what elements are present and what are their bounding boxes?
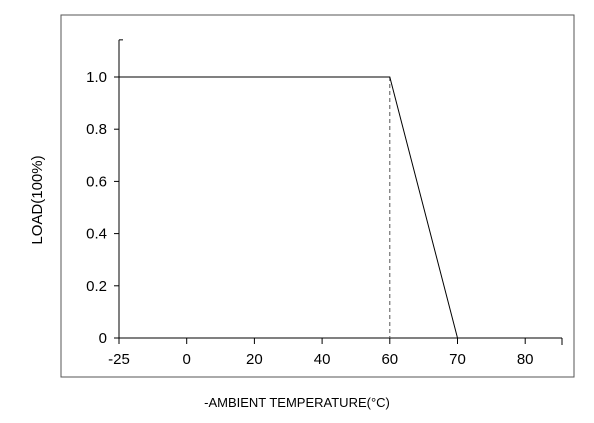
x-tick-label: -25: [108, 351, 130, 368]
x-tick-label: 0: [183, 351, 191, 368]
y-tick-label: 0.2: [86, 278, 107, 295]
y-tick-label: 0.4: [86, 226, 107, 243]
x-tick-label: 40: [314, 351, 331, 368]
marks: [118, 76, 458, 339]
x-tick-label: 20: [246, 351, 263, 368]
y-tick-label: 1.0: [86, 69, 107, 86]
derating-curve: [119, 76, 458, 339]
axes: [118, 39, 563, 345]
y-axis-title: LOAD(100%): [29, 155, 46, 244]
y-tick-label: 0.6: [86, 173, 107, 190]
y-tick-label: 0: [99, 330, 107, 347]
x-tick-label: 70: [449, 351, 466, 368]
y-tick-label: 0.8: [86, 121, 107, 138]
x-axis-title: -AMBIENT TEMPERATURE(°C): [204, 395, 390, 410]
chart-frame: [60, 14, 575, 378]
x-tick-label: 80: [517, 351, 534, 368]
x-tick-label: 60: [381, 351, 398, 368]
